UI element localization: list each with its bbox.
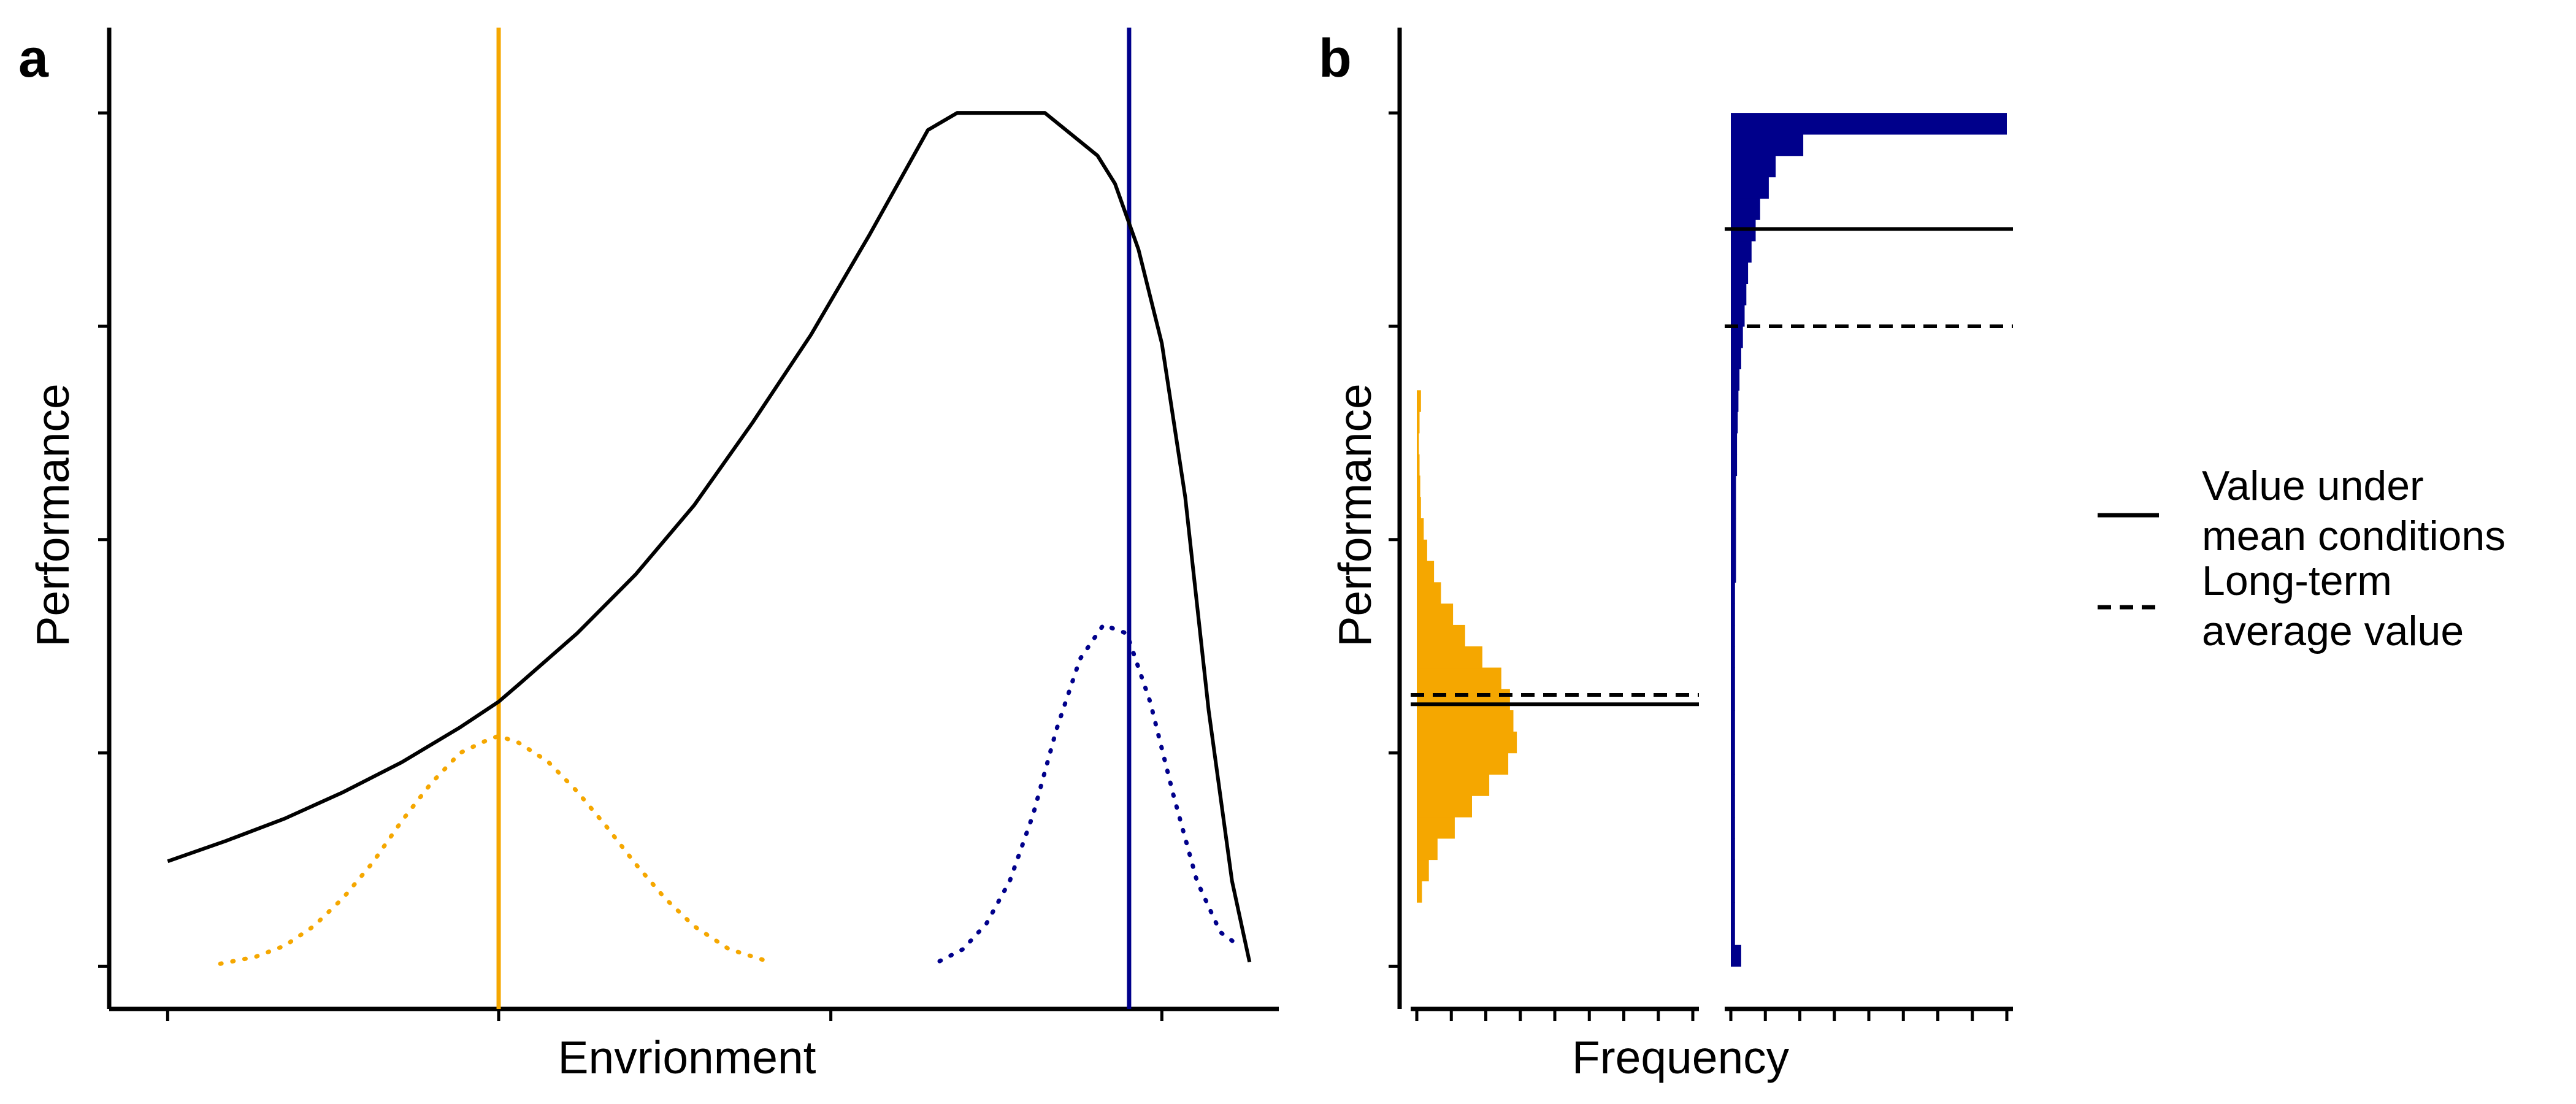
panel-b-facet-1-bar-10: [1731, 731, 1735, 754]
panel-a-ylabel: Performance: [27, 383, 79, 646]
panel-b-facet-0-bar-3: [1417, 817, 1455, 839]
panel-b-facet-1-bar-37: [1731, 155, 1776, 178]
panel-b-facet-0-bar-17: [1417, 518, 1424, 540]
panel-b-facet-1-bar-24: [1731, 432, 1738, 455]
panel-b-facet-0-bar-9: [1417, 689, 1510, 711]
panel-b-facet-1-bar-28: [1731, 347, 1741, 370]
panel-b-facet-1-bar-30: [1731, 305, 1745, 327]
panel-b-facet-1-bar-6: [1731, 817, 1735, 839]
panel-b-facet-1-bar-7: [1731, 795, 1735, 818]
panel-b-facet-1-bar-15: [1731, 624, 1735, 647]
panel-a-distribution-0: [218, 734, 772, 966]
panel-b-facet-0-bar-1: [1417, 859, 1429, 881]
panel-b-facet-1-bar-20: [1731, 518, 1736, 540]
panel-b-ylabel: Performance: [1329, 383, 1381, 646]
panel-b-facet-1-bar-14: [1731, 646, 1735, 669]
legend-entry-1-line1: Value under: [2202, 462, 2424, 509]
panel-b-facet-1-bar-35: [1731, 198, 1760, 220]
panel-b-facet-1-bar-2: [1731, 902, 1735, 924]
panel-a-distribution-1: [937, 622, 1240, 964]
panel-b-facet-0-bar-2: [1417, 838, 1438, 861]
panel-b-facet-1-bar-18: [1731, 561, 1736, 583]
panel-b-facet-1-bar-11: [1731, 710, 1735, 732]
panel-b-facet-0-bar-7: [1417, 731, 1517, 754]
panel-b-facet-0-bar-4: [1417, 795, 1472, 818]
panel-b-label: b: [1319, 28, 1352, 88]
panel-a-plot: [98, 28, 1279, 1021]
panel-b-facet-0-bar-8: [1417, 710, 1514, 732]
panel-b-facet-1-bar-39: [1731, 113, 2007, 135]
panel-b-facet-0-bar-14: [1417, 582, 1441, 604]
panel-b-facet-1-bar-9: [1731, 753, 1735, 775]
panel-b-facet-1-bar-33: [1731, 240, 1752, 263]
legend: Value under mean conditions Long-term av…: [2098, 462, 2505, 654]
panel-b-facet-0-bar-19: [1417, 475, 1420, 497]
panel-b-facet-1-bar-21: [1731, 497, 1736, 519]
panel-b-facet-0-bar-5: [1417, 774, 1490, 796]
panel-b-facet-1-bar-36: [1731, 177, 1769, 199]
panel-b-facet-0-bar-15: [1417, 561, 1435, 583]
panel-b-facet-0-bar-16: [1417, 539, 1427, 562]
panel-b-facet-0-bar-22: [1417, 412, 1420, 434]
panel-b-facet-1-bar-0: [1731, 945, 1741, 967]
panel-b-facet-1-bar-16: [1731, 604, 1735, 626]
panel-b-facet-0-bar-6: [1417, 753, 1509, 775]
panel-b-facet-0-bar-23: [1417, 390, 1421, 412]
panel-b-facet-0-bar-21: [1417, 432, 1419, 455]
panel-b-facet-1-bar-23: [1731, 454, 1738, 477]
panel-b-facet-1-bar-27: [1731, 369, 1740, 391]
panel-a-label: a: [18, 28, 49, 88]
panel-b-facet-0-bar-11: [1417, 646, 1482, 669]
panel-b-facet-1-bar-8: [1731, 774, 1735, 796]
panel-b-facet-1-bar-4: [1731, 859, 1735, 881]
panel-b-facet-1-bar-38: [1731, 134, 1804, 156]
panel-b-facet-0-bar-0: [1417, 881, 1422, 903]
panel-b-facet-1-bar-25: [1731, 412, 1738, 434]
panel-b-facet-0-bar-12: [1417, 624, 1465, 647]
panel-b-facet-1-bar-1: [1731, 923, 1735, 946]
panel-b-facet-1-bar-3: [1731, 881, 1735, 903]
panel-b-facet-1-bar-29: [1731, 326, 1743, 348]
panel-b-facet-1-bar-5: [1731, 838, 1735, 861]
panel-b-facet-0-bar-13: [1417, 604, 1454, 626]
panel-b-facet-1-bar-19: [1731, 539, 1736, 562]
panel-b-facet-1-bar-13: [1731, 667, 1735, 689]
legend-entry-2-line2: average value: [2202, 608, 2464, 654]
panel-b-xlabel: Frequency: [1572, 1032, 1790, 1083]
panel-b-facet-1-bar-22: [1731, 475, 1736, 497]
panel-b-facet-1-bar-17: [1731, 582, 1735, 604]
panel-a-performance-curve: [167, 111, 1252, 963]
legend-entry-2-line1: Long-term: [2202, 558, 2392, 604]
panel-b-facet-0-bar-10: [1417, 667, 1501, 689]
panel-a-xlabel: Envrionment: [558, 1032, 816, 1083]
panel-b-facet-1-bar-26: [1731, 390, 1739, 412]
panel-b-facet-1-bar-12: [1731, 689, 1735, 711]
panel-b-facet-1-bar-31: [1731, 283, 1747, 305]
panel-b-facet-0-bar-20: [1417, 454, 1420, 477]
panel-b-plot: [1389, 28, 2013, 1021]
legend-entry-1-line2: mean conditions: [2202, 513, 2505, 559]
panel-b-facet-1-bar-32: [1731, 262, 1749, 284]
panel-b-facet-0-bar-18: [1417, 497, 1421, 519]
